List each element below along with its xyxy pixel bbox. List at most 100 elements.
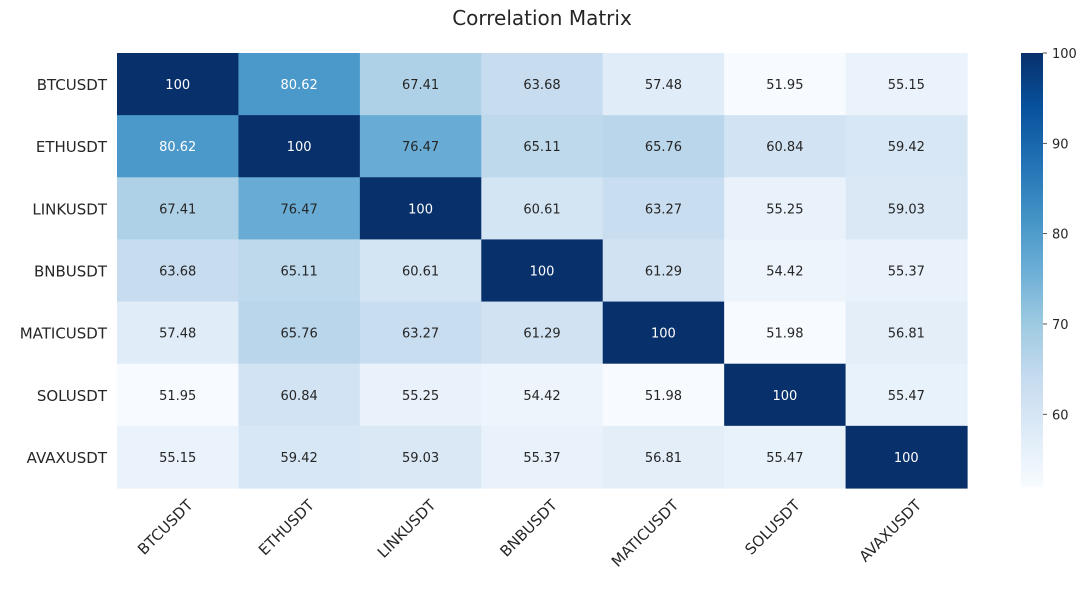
cell-value-label: 67.41 [402, 78, 439, 93]
cell-value-label: 65.76 [645, 140, 682, 155]
heatmap-cell [359, 239, 482, 303]
colorbar-tick-label: 70 [1052, 318, 1069, 333]
row-labels: BTCUSDT ETHUSDT LINKUSDT BNBUSDT MATICUSDT SO… [20, 76, 108, 467]
heatmap-cell [117, 53, 240, 116]
cell-value-label: 60.84 [766, 140, 803, 155]
heatmap-cell [117, 363, 240, 427]
cell-value-label: 100 [772, 389, 797, 404]
colorbar-tick-label: 60 [1052, 408, 1069, 423]
heatmap-cell [602, 53, 725, 116]
cell-value-label: 57.48 [159, 327, 196, 342]
cell-value-label: 54.42 [523, 389, 560, 404]
heatmap-cell [238, 425, 361, 489]
heatmap-cell [724, 301, 847, 365]
chart-title: Correlation Matrix [452, 6, 632, 30]
cell-value-label: 51.98 [766, 327, 803, 342]
heatmap-cell [724, 239, 847, 303]
heatmap-cell [724, 177, 847, 241]
cell-value-label: 63.27 [645, 202, 682, 217]
heatmap-cell [602, 425, 725, 489]
heatmap-cell [359, 115, 482, 178]
column-label: MATICUSDT [608, 495, 683, 570]
row-label: BTCUSDT [37, 76, 108, 94]
cell-value-label: 60.84 [281, 389, 318, 404]
heatmap-cell [845, 53, 968, 116]
heatmap-cell [602, 177, 725, 241]
cell-value-label: 63.68 [159, 264, 196, 279]
heatmap-cell [481, 425, 604, 489]
heatmap-cell [724, 53, 847, 116]
cell-value-label: 100 [894, 451, 919, 466]
heatmap-cell [117, 239, 240, 303]
cell-value-label: 61.29 [523, 327, 560, 342]
cell-value-label: 65.76 [281, 327, 318, 342]
cell-value-label: 56.81 [645, 451, 682, 466]
cell-value-label: 57.48 [645, 78, 682, 93]
cell-value-label: 55.47 [888, 389, 925, 404]
heatmap-cell [238, 239, 361, 303]
heatmap-cell [117, 425, 240, 489]
heatmap-cell [359, 53, 482, 116]
cell-value-label: 100 [408, 202, 433, 217]
colorbar: 60 70 80 90 100 [1021, 47, 1077, 487]
colorbar-tick-label: 90 [1052, 137, 1069, 152]
heatmap-cell [724, 363, 847, 427]
cell-value-label: 60.61 [402, 264, 439, 279]
heatmap-cell [117, 115, 240, 178]
cell-value-label: 55.37 [523, 451, 560, 466]
heatmap-cell [359, 425, 482, 489]
row-label: AVAXUSDT [27, 449, 108, 467]
cell-value-label: 61.29 [645, 264, 682, 279]
colorbar-gradient [1021, 53, 1043, 487]
heatmap-cell [481, 239, 604, 303]
column-label: AVAXUSDT [856, 495, 926, 565]
row-label: SOLUSDT [37, 387, 108, 405]
column-labels: BTCUSDT ETHUSDT LINKUSDT BNBUSDT MATICUSDT SO… [134, 495, 926, 570]
column-label: BTCUSDT [134, 495, 197, 558]
heatmap-cell [117, 177, 240, 241]
heatmap-cell [845, 177, 968, 241]
cell-value-label: 76.47 [281, 202, 318, 217]
cell-value-label: 51.98 [645, 389, 682, 404]
heatmap-cell [238, 53, 361, 116]
cell-value-label: 100 [530, 264, 555, 279]
cell-value-label: 51.95 [766, 78, 803, 93]
heatmap-cell [602, 363, 725, 427]
heatmap-cell [238, 301, 361, 365]
cell-value-label: 100 [287, 140, 312, 155]
heatmap-cell [724, 425, 847, 489]
row-label: LINKUSDT [32, 200, 107, 218]
heatmap-cell [602, 115, 725, 178]
column-label: ETHUSDT [255, 495, 319, 559]
cell-value-label: 55.25 [766, 202, 803, 217]
heatmap-cell [359, 363, 482, 427]
cell-value-label: 80.62 [281, 78, 318, 93]
heatmap-cell [481, 115, 604, 178]
cell-value-label: 51.95 [159, 389, 196, 404]
heatmap-cell [845, 239, 968, 303]
row-label: MATICUSDT [20, 325, 108, 343]
cell-value-label: 65.11 [281, 264, 318, 279]
heatmap-cell [481, 53, 604, 116]
colorbar-tick-label: 80 [1052, 228, 1069, 243]
row-label: BNBUSDT [34, 262, 108, 280]
heatmap-cells [117, 53, 968, 489]
cell-value-label: 54.42 [766, 264, 803, 279]
cell-value-label: 59.03 [402, 451, 439, 466]
heatmap-cell [481, 301, 604, 365]
heatmap-cell [724, 115, 847, 178]
cell-value-label: 60.61 [523, 202, 560, 217]
cell-value-label: 55.15 [159, 451, 196, 466]
heatmap-cell [845, 363, 968, 427]
cell-value-label: 55.47 [766, 451, 803, 466]
cell-value-label: 63.27 [402, 327, 439, 342]
heatmap-cell [359, 301, 482, 365]
column-label: SOLUSDT [741, 495, 804, 558]
cell-value-label: 59.03 [888, 202, 925, 217]
heatmap-cell [845, 301, 968, 365]
cell-value-label: 63.68 [523, 78, 560, 93]
cell-value-label: 55.37 [888, 264, 925, 279]
column-label: BNBUSDT [496, 495, 561, 560]
heatmap-cell [117, 301, 240, 365]
